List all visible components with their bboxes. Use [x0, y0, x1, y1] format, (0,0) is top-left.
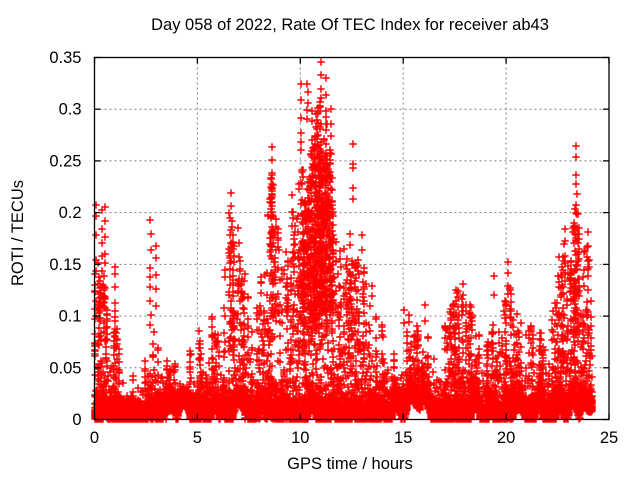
svg-text:20: 20 [497, 429, 515, 447]
svg-text:0.1: 0.1 [59, 308, 82, 326]
svg-text:GPS time / hours: GPS time / hours [287, 455, 413, 473]
svg-text:0.3: 0.3 [59, 101, 82, 119]
svg-text:10: 10 [291, 429, 309, 447]
svg-text:0: 0 [72, 411, 81, 429]
svg-text:Day 058 of 2022, Rate Of TEC I: Day 058 of 2022, Rate Of TEC Index for r… [151, 16, 549, 34]
svg-text:5: 5 [193, 429, 202, 447]
svg-text:15: 15 [394, 429, 412, 447]
svg-text:0.05: 0.05 [49, 359, 81, 377]
svg-text:0.25: 0.25 [49, 152, 81, 170]
svg-text:0.15: 0.15 [49, 256, 81, 274]
svg-text:0: 0 [90, 429, 99, 447]
svg-text:ROTI / TECUs: ROTI / TECUs [9, 180, 27, 286]
svg-text:0.35: 0.35 [49, 49, 81, 67]
svg-text:25: 25 [600, 429, 618, 447]
svg-text:0.2: 0.2 [59, 204, 82, 222]
